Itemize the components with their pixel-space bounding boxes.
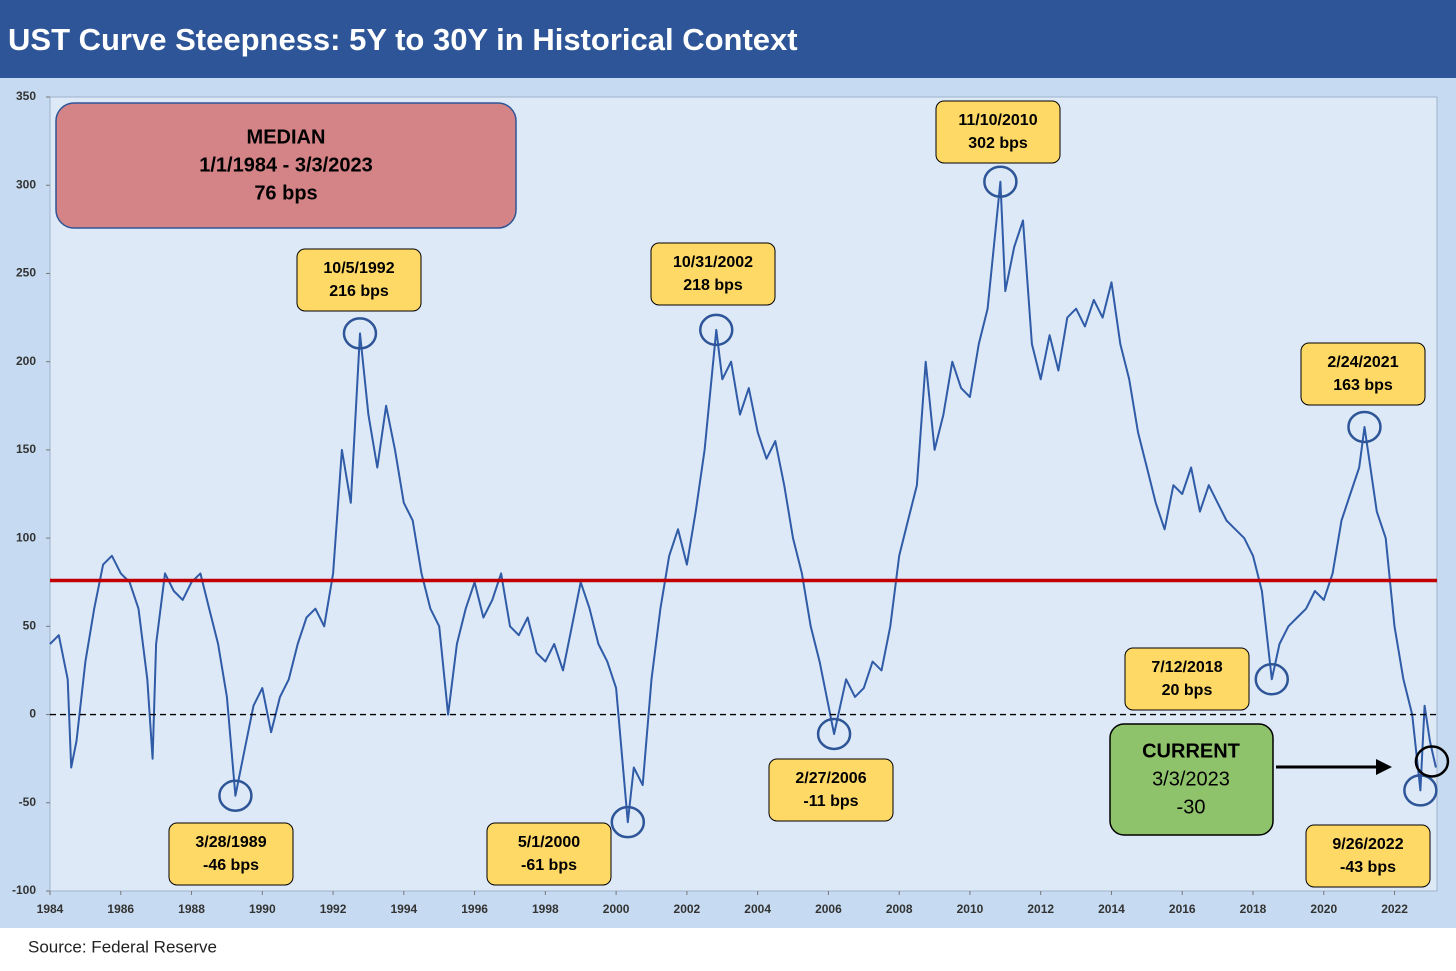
annotation-text: 5/1/2000	[518, 834, 580, 851]
x-tick-label: 2002	[674, 902, 701, 916]
x-tick-label: 1988	[178, 902, 205, 916]
x-tick-label: 2022	[1381, 902, 1408, 916]
annotation-text: 7/12/2018	[1151, 659, 1222, 676]
median-text: 1/1/1984 - 3/3/2023	[199, 154, 372, 176]
x-tick-label: 1996	[461, 902, 488, 916]
annotation-box	[1300, 342, 1426, 406]
annotation-text: 20 bps	[1162, 682, 1213, 699]
annotation-text: -11 bps	[803, 793, 858, 810]
annotation-box	[486, 822, 612, 886]
x-tick-label: 2020	[1310, 902, 1337, 916]
annotation-circle	[610, 805, 646, 839]
current-text: CURRENT	[1142, 740, 1240, 762]
annotation-text: 216 bps	[329, 283, 389, 300]
annotation-box	[1124, 647, 1250, 711]
annotation-text: 11/10/2010	[958, 112, 1037, 129]
y-tick-label: 100	[16, 530, 36, 544]
annotation-text: 10/31/2002	[673, 254, 753, 271]
annotation-text: 3/28/1989	[195, 834, 266, 851]
current-text: 3/3/2023	[1152, 768, 1230, 790]
data-line	[49, 180, 1437, 824]
annotation-circle	[218, 779, 253, 812]
annotation-text: -46 bps	[203, 857, 259, 874]
annotation-text: 302 bps	[968, 135, 1028, 152]
median-box	[55, 102, 517, 229]
y-tick-label: 50	[23, 619, 37, 633]
annotation-text: 9/26/2022	[1332, 836, 1403, 853]
x-tick-label: 1986	[107, 902, 134, 916]
x-tick-label: 2004	[744, 902, 771, 916]
y-tick-label: 150	[16, 442, 36, 456]
annotation-circle	[983, 165, 1018, 198]
annotation-circle	[342, 317, 378, 350]
source-note: Source: Federal Reserve	[28, 937, 217, 956]
annotation-text: 10/5/1992	[323, 260, 394, 277]
x-tick-label: 2010	[957, 902, 984, 916]
annotation-box	[650, 242, 776, 306]
annotation-circle	[1403, 774, 1438, 807]
annotation-circle	[1254, 663, 1290, 696]
x-tick-label: 2016	[1169, 902, 1196, 916]
header-bar	[0, 0, 1456, 78]
current-circle	[1414, 745, 1450, 778]
chart-title: UST Curve Steepness: 5Y to 30Y in Histor…	[8, 22, 798, 57]
annotation-text: -61 bps	[521, 857, 577, 874]
x-tick-label: 1992	[320, 902, 347, 916]
y-tick-label: 300	[16, 177, 36, 191]
current-arrowhead	[1376, 759, 1392, 775]
y-tick-label: 200	[16, 354, 36, 368]
annotation-text: 2/24/2021	[1327, 354, 1398, 371]
annotation-text: 163 bps	[1333, 377, 1393, 394]
x-tick-label: 2006	[815, 902, 842, 916]
current-text: -30	[1177, 796, 1206, 818]
x-tick-label: 1998	[532, 902, 559, 916]
annotation-box	[1305, 824, 1431, 888]
x-tick-label: 2012	[1027, 902, 1054, 916]
annotation-box	[768, 758, 894, 822]
annotation-circle	[1347, 410, 1382, 444]
median-text: 76 bps	[254, 182, 317, 204]
y-tick-label: 0	[29, 707, 36, 721]
annotation-text: 2/27/2006	[795, 770, 866, 787]
annotation-text: -43 bps	[1340, 859, 1396, 876]
annotation-text: 218 bps	[683, 277, 743, 294]
x-tick-label: 1984	[37, 902, 64, 916]
annotation-box	[296, 248, 422, 312]
annotation-box	[168, 822, 294, 886]
annotation-box	[935, 100, 1061, 164]
x-tick-label: 2000	[603, 902, 630, 916]
x-tick-label: 2008	[886, 902, 913, 916]
x-tick-label: 2014	[1098, 902, 1125, 916]
annotation-circle	[699, 313, 734, 347]
x-tick-label: 2018	[1240, 902, 1267, 916]
y-tick-label: 350	[16, 89, 36, 103]
annotation-circle	[816, 717, 852, 751]
y-tick-label: -100	[12, 883, 36, 897]
x-tick-label: 1990	[249, 902, 276, 916]
median-text: MEDIAN	[247, 126, 326, 148]
x-tick-label: 1994	[390, 902, 417, 916]
y-tick-label: -50	[19, 795, 37, 809]
y-tick-label: 250	[16, 266, 36, 280]
current-box	[1109, 723, 1274, 836]
